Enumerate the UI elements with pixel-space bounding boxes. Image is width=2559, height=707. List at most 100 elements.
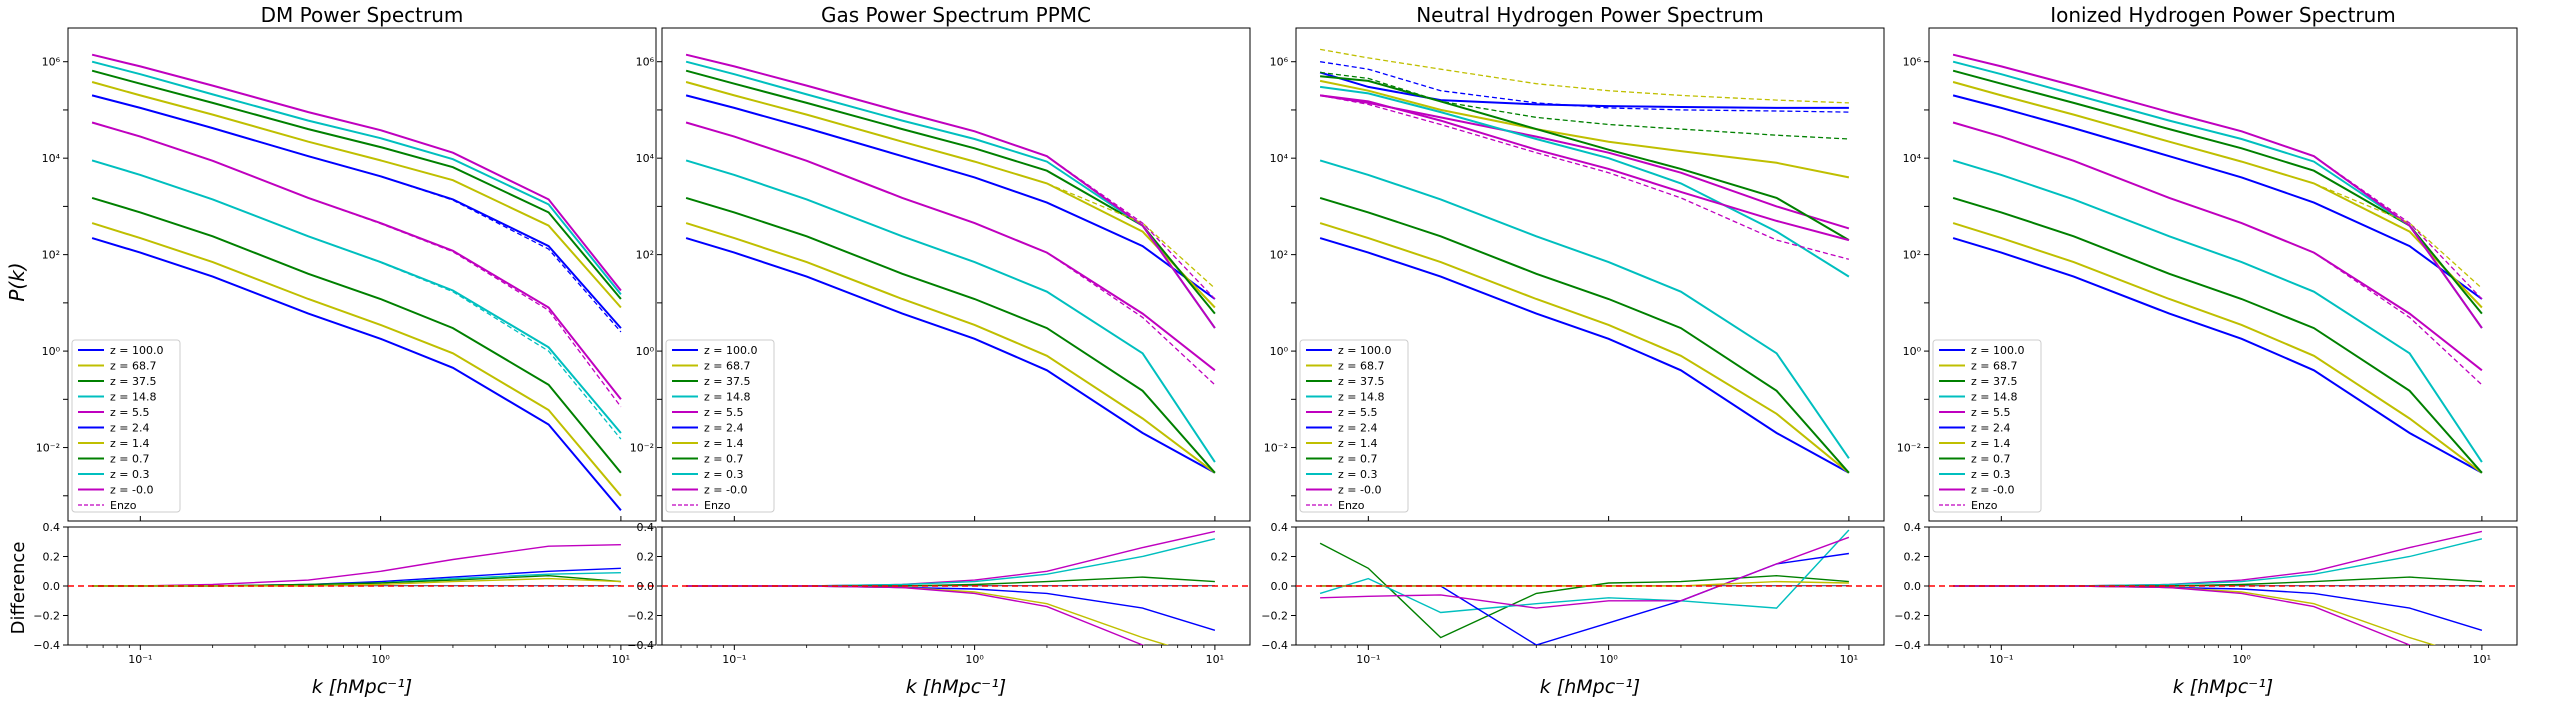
enzo-line-z-2-4 [1320, 61, 1849, 113]
series-line-z-100-0 [91, 237, 622, 511]
legend-entry: z = 5.5 [704, 406, 743, 419]
series-line-z-2-4 [1952, 94, 2483, 300]
top-plot-frame [67, 27, 657, 522]
series-line-z-37-5 [1952, 196, 2483, 474]
y-tick-label: 10² [1903, 249, 1921, 262]
series-line-z-37-5 [91, 196, 622, 474]
diff-y-tick-label: 0.2 [43, 551, 61, 564]
series-line-z-68-7 [685, 222, 1216, 474]
diff-y-tick-label: −0.2 [1261, 610, 1288, 623]
y-tick-label: 10² [636, 249, 654, 262]
y-tick-label: 10⁻² [36, 442, 60, 455]
legend-entry: z = 0.3 [110, 468, 149, 481]
x-tick-label: 10⁰ [965, 653, 984, 666]
enzo-line-z-2-4 [91, 94, 622, 333]
panel-title: Neutral Hydrogen Power Spectrum [1416, 3, 1764, 27]
diff-y-tick-label: 0.2 [1271, 551, 1289, 564]
series-line-z-0-0 [91, 53, 622, 292]
legend-entry: z = 2.4 [704, 422, 743, 435]
series-line-z-0-7 [91, 69, 622, 300]
legend: z = 100.0 z = 68.7 z = 37.5 z = 14.8 z = 5.5… [71, 339, 181, 513]
legend-entry-enzo: Enzo [704, 499, 731, 512]
legend-entry-enzo: Enzo [1338, 499, 1365, 512]
panel-4: Ionized Hydrogen Power Spectrum 10⁻² 10⁰ 10… [1894, 3, 2518, 698]
series-line-z-1-4 [91, 81, 622, 309]
legend: z = 100.0 z = 68.7 z = 37.5 z = 14.8 z = 5.5… [1299, 339, 1409, 513]
series-line-z-0-7 [685, 69, 1216, 315]
legend-entry: z = -0.0 [1971, 484, 2014, 497]
series-line-z-14-8 [1319, 159, 1850, 459]
legend-entry: z = 14.8 [704, 391, 750, 404]
legend-entry: z = 0.3 [704, 468, 743, 481]
diff-y-tick-label: 0.0 [1271, 580, 1289, 593]
diff-y-tick-label: −0.2 [1894, 610, 1921, 623]
y-tick-label: 10⁻² [1264, 442, 1288, 455]
diff-y-tick-label: −0.4 [33, 639, 60, 652]
legend-box [1932, 339, 2042, 513]
legend-entry: z = 0.3 [1338, 468, 1377, 481]
diff-y-tick-label: −0.4 [1894, 639, 1921, 652]
legend: z = 100.0 z = 68.7 z = 37.5 z = 14.8 z = 5.5… [1932, 339, 2042, 513]
y-tick-label: 10⁶ [1270, 56, 1289, 69]
panel-2: Gas Power Spectrum PPMC 10⁻² 10⁰ 10² 10⁴ 10⁶ z… [627, 3, 1251, 698]
legend-entry: z = 1.4 [110, 437, 149, 450]
y-tick-label: 10⁴ [636, 152, 655, 165]
series-line-z-0-7 [1952, 69, 2483, 315]
enzo-line-z-5-5 [91, 121, 622, 408]
y-tick-label: 10⁻² [1897, 442, 1921, 455]
legend-entry: z = 100.0 [1338, 344, 1391, 357]
legend-entry: z = 100.0 [1971, 344, 2024, 357]
series-line-z-0-0 [1319, 94, 1850, 242]
series-line-z-1-4 [685, 81, 1216, 309]
series-line-z-0-0 [685, 53, 1216, 329]
legend-entry: z = 37.5 [110, 375, 156, 388]
legend-entry: z = -0.0 [110, 484, 153, 497]
legend-entry-enzo: Enzo [1971, 499, 1998, 512]
series-line-z-100-0 [685, 237, 1216, 474]
x-tick-label: 10⁰ [1599, 653, 1618, 666]
x-axis-label: k [hMpc⁻¹] [1540, 676, 1640, 698]
diff-y-tick-label: 0.2 [1904, 551, 1922, 564]
diff-y-tick-label: 0.4 [1904, 521, 1922, 534]
legend-entry: z = 68.7 [1971, 360, 2017, 373]
top-series-group [91, 53, 622, 511]
diff-y-tick-label: 0.2 [637, 551, 655, 564]
legend-entry: z = 2.4 [110, 422, 149, 435]
top-plot-frame [661, 27, 1251, 522]
x-tick-label: 10⁰ [2232, 653, 2251, 666]
legend-entry: z = 5.5 [110, 406, 149, 419]
diff-y-tick-label: −0.4 [1261, 639, 1288, 652]
legend-entry: z = 0.7 [704, 453, 743, 466]
y-tick-label: 10⁶ [42, 56, 61, 69]
x-axis-label: k [hMpc⁻¹] [312, 676, 412, 698]
x-tick-label: 10⁻¹ [128, 653, 152, 666]
diff-line-z-0-0 [1320, 536, 1850, 609]
y-tick-label: 10⁶ [1903, 56, 1922, 69]
diff-y-tick-label: 0.0 [1904, 580, 1922, 593]
y-tick-label: 10² [1270, 249, 1288, 262]
legend-entry: z = 100.0 [704, 344, 757, 357]
top-plot-frame [1295, 27, 1885, 522]
top-series-group [1319, 48, 1850, 474]
y-tick-label: 10⁰ [1903, 345, 1922, 358]
diff-y-tick-label: −0.2 [627, 610, 654, 623]
x-tick-label: 10¹ [1206, 653, 1224, 666]
enzo-line-z-5-5 [685, 121, 1216, 386]
legend-entry: z = 68.7 [1338, 360, 1384, 373]
y-tick-label: 10⁰ [42, 345, 61, 358]
top-plot-frame [1928, 27, 2518, 522]
x-tick-label: 10¹ [612, 653, 630, 666]
panel-3: Neutral Hydrogen Power Spectrum 10⁻² 10⁰ 10… [1261, 3, 1885, 698]
x-tick-label: 10¹ [1840, 653, 1858, 666]
legend-entry: z = 37.5 [1338, 375, 1384, 388]
enzo-line-z-14-8 [91, 159, 622, 440]
legend-box [71, 339, 181, 513]
x-tick-label: 10⁻¹ [722, 653, 746, 666]
legend-entry: z = 2.4 [1338, 422, 1377, 435]
legend-entry: z = 0.7 [1338, 453, 1377, 466]
diff-y-tick-label: 0.4 [43, 521, 61, 534]
y-axis-label-power: P(k) [5, 262, 29, 301]
diff-y-tick-label: 0.0 [637, 580, 655, 593]
